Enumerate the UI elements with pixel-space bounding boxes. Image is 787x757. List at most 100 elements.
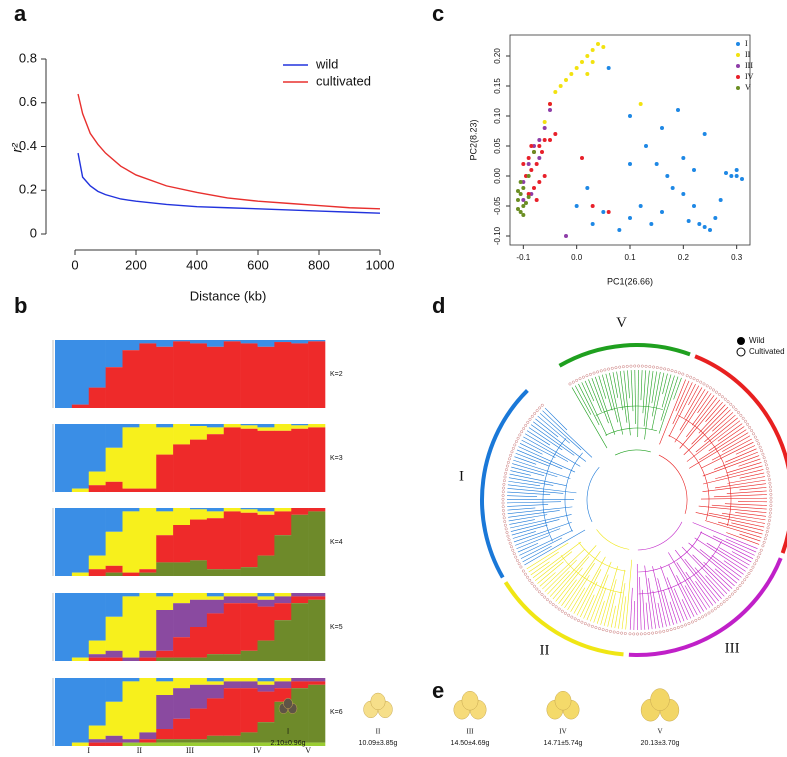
point xyxy=(542,120,547,124)
structure-segment xyxy=(139,569,157,573)
branch xyxy=(686,420,741,462)
leaf-marker xyxy=(701,615,704,619)
point xyxy=(540,150,544,154)
leaf-marker xyxy=(758,552,762,556)
branch xyxy=(674,549,717,604)
seed xyxy=(554,691,572,711)
structure-segment xyxy=(88,569,106,576)
structure-segment xyxy=(190,599,208,627)
structure-segment xyxy=(190,708,208,740)
branch xyxy=(640,370,643,401)
legend-label: Wild xyxy=(749,336,765,345)
leaf-marker xyxy=(503,475,507,479)
leaf-marker xyxy=(767,522,771,526)
structure-segment xyxy=(291,681,309,689)
y-tick-label: -0.05 xyxy=(493,196,502,215)
leaf-marker xyxy=(755,559,758,562)
point xyxy=(686,219,691,223)
point xyxy=(617,228,622,232)
branch-arc xyxy=(637,521,683,551)
structure-segment xyxy=(156,454,174,492)
structure-segment xyxy=(206,681,225,685)
structure-segment xyxy=(71,340,90,405)
structure-segment xyxy=(122,739,140,743)
structure-segment xyxy=(88,424,106,472)
branch xyxy=(584,380,595,402)
structure-segment xyxy=(291,425,309,429)
leaf-marker xyxy=(601,628,605,632)
point xyxy=(569,72,574,76)
branch xyxy=(637,370,639,438)
leaf-marker xyxy=(715,390,718,394)
leaf-marker xyxy=(753,435,757,439)
group-label: III xyxy=(186,746,194,755)
structure-segment xyxy=(55,340,73,408)
leaf-marker xyxy=(512,552,516,556)
structure-segment xyxy=(223,596,241,604)
point xyxy=(526,156,531,160)
leaf-marker xyxy=(767,474,771,478)
point xyxy=(574,66,579,70)
branch xyxy=(513,459,571,479)
point xyxy=(580,60,584,64)
point xyxy=(660,126,664,130)
leaf-marker xyxy=(670,369,674,373)
branch xyxy=(561,551,601,606)
leaf-marker xyxy=(540,593,544,596)
structure-segment xyxy=(105,572,123,576)
group-label: I xyxy=(87,746,90,755)
branch xyxy=(662,373,668,395)
branch xyxy=(542,549,585,590)
structure-segment xyxy=(105,565,123,573)
point xyxy=(542,138,547,142)
branch xyxy=(657,602,664,628)
branch xyxy=(711,438,752,461)
leaf-marker xyxy=(620,631,623,635)
branch-arc xyxy=(578,542,626,572)
branch xyxy=(514,456,537,465)
branch xyxy=(711,555,742,578)
leaf-marker xyxy=(501,501,505,505)
branch xyxy=(614,569,626,629)
point xyxy=(537,144,542,148)
x-tick-label: -0.1 xyxy=(516,253,530,262)
leaf-marker xyxy=(533,412,537,415)
branch xyxy=(507,488,564,494)
leaf-marker xyxy=(538,406,542,410)
leaf-marker xyxy=(532,584,536,588)
leaf-marker xyxy=(557,607,561,611)
structure-segment xyxy=(223,427,241,492)
x-tick-label: 200 xyxy=(125,257,147,272)
structure-segment xyxy=(257,596,275,600)
leaf-marker xyxy=(610,366,614,370)
branch xyxy=(542,410,593,458)
leaf-marker xyxy=(708,386,712,390)
leaf-marker xyxy=(687,622,691,625)
leaf-marker xyxy=(648,365,652,369)
branch xyxy=(533,421,587,462)
leaf-marker xyxy=(702,382,706,386)
point xyxy=(518,180,523,184)
structure-segment xyxy=(173,678,191,689)
group-label: V xyxy=(305,746,311,755)
leaf-marker xyxy=(567,613,570,617)
legend-label: II xyxy=(745,50,751,59)
branch xyxy=(519,443,543,455)
leaf-marker xyxy=(505,531,509,534)
group-label: II xyxy=(137,746,143,755)
branch xyxy=(627,370,630,399)
branch xyxy=(574,385,592,415)
point xyxy=(521,198,526,202)
branch xyxy=(681,546,728,595)
structure-segment xyxy=(122,681,140,740)
leaf-marker xyxy=(511,548,515,552)
seed xyxy=(370,692,386,711)
branch xyxy=(660,565,681,623)
legend-label: wild xyxy=(315,56,338,71)
structure-segment xyxy=(308,681,326,685)
x-tick-label: 800 xyxy=(308,257,330,272)
structure-segment xyxy=(291,428,309,492)
structure-segment xyxy=(190,508,208,510)
leaf-marker xyxy=(659,366,663,370)
structure-segment xyxy=(139,572,157,576)
